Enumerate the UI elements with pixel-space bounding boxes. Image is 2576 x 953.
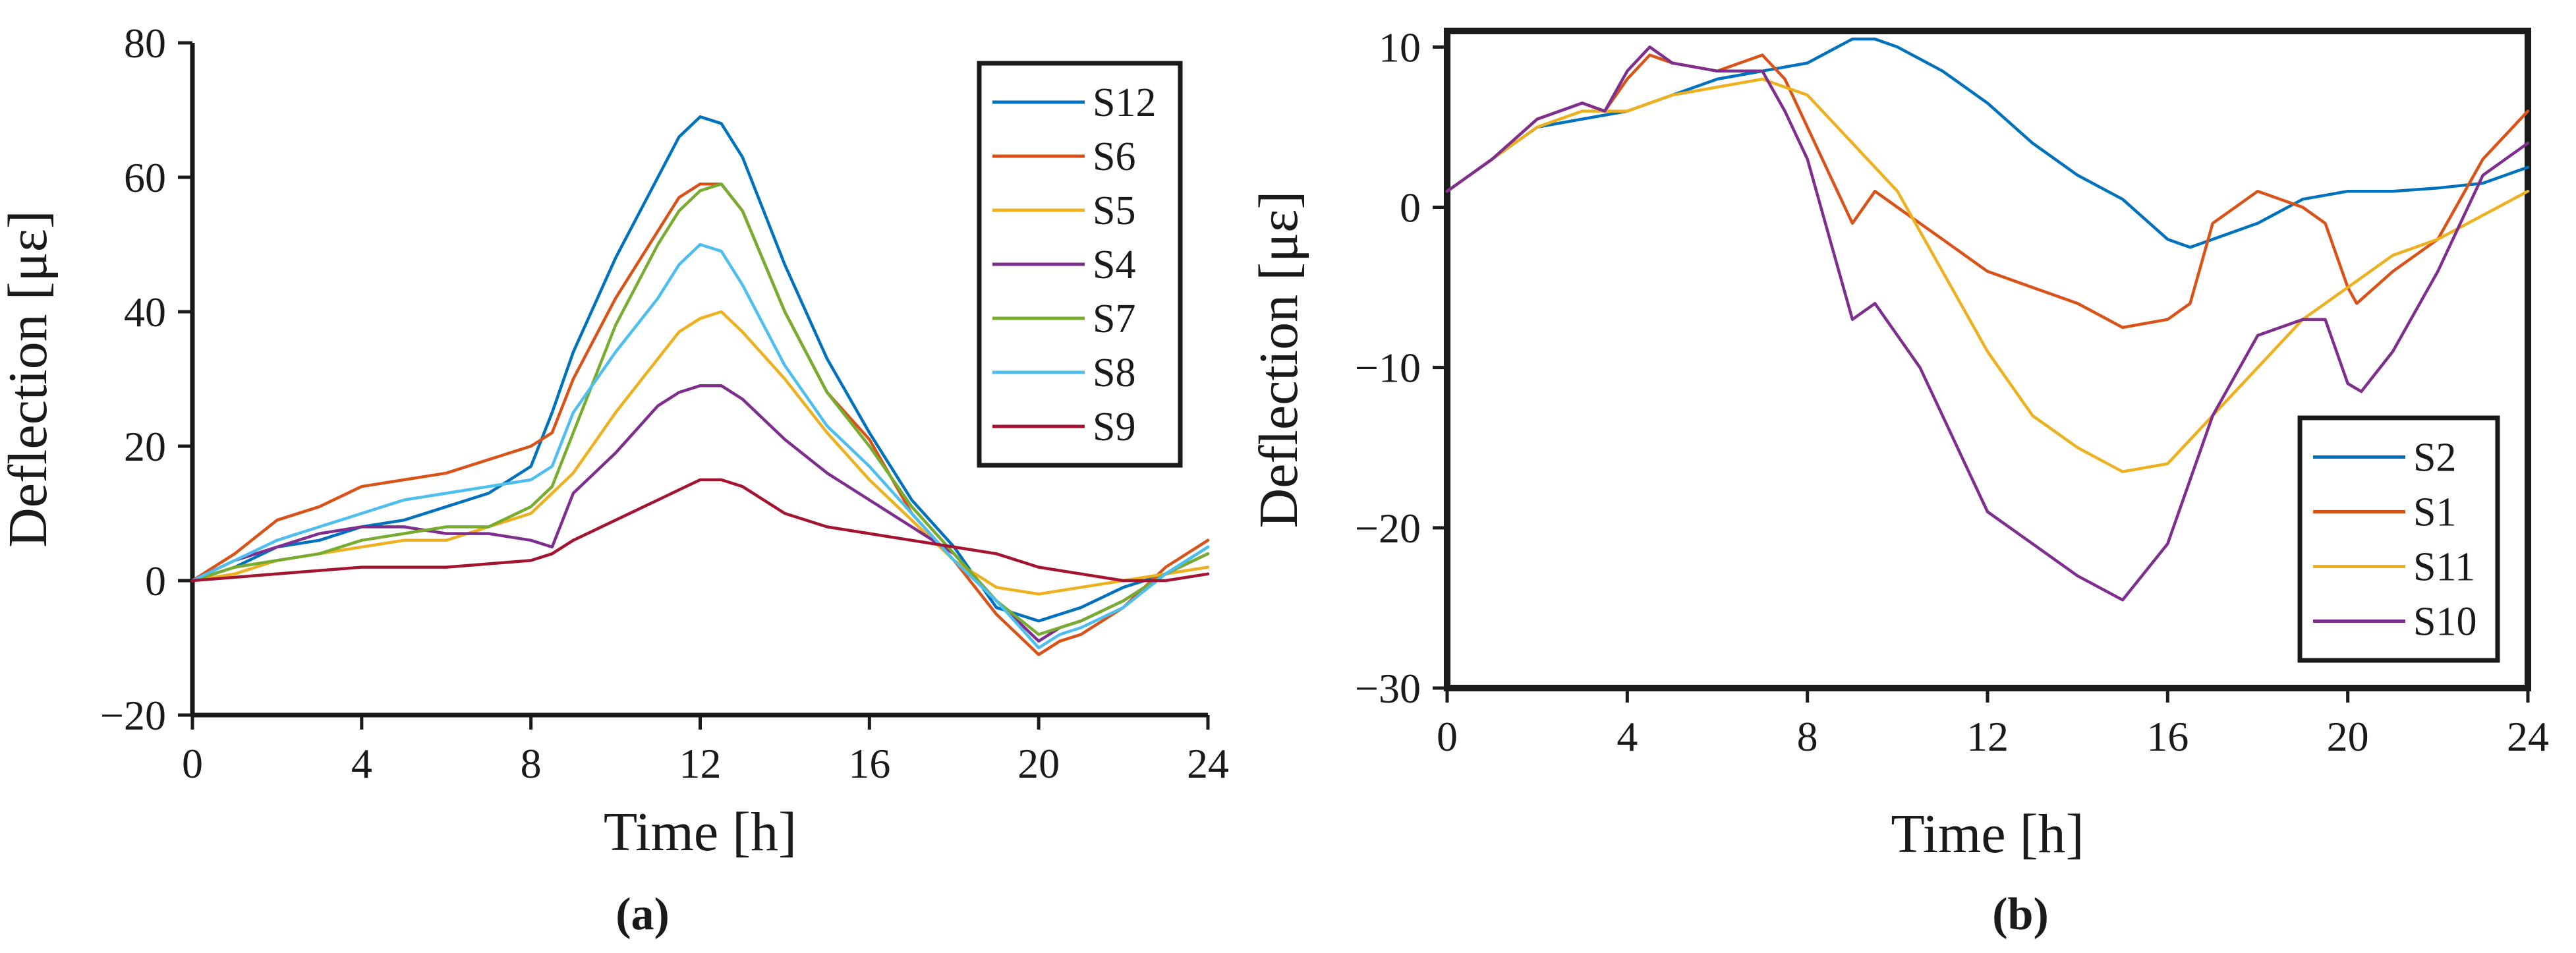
legend-label-s8: S8 — [1093, 351, 1135, 395]
series-line-s11 — [1445, 77, 2530, 473]
chart-panel-a: 0 4 8 12 16 20 24 −20 0 20 40 60 80 Time [h] Deflectio… — [0, 20, 1229, 940]
series-line-s1 — [1445, 53, 2530, 330]
x-tick-label: 24 — [2507, 713, 2549, 760]
legend-label-s11: S11 — [2413, 545, 2475, 590]
x-axis-title: Time [h] — [604, 801, 797, 863]
y-tick-label: −30 — [1355, 665, 1421, 712]
series-line-s4 — [190, 384, 1210, 643]
x-tick-label: 12 — [679, 740, 722, 787]
y-tick-label: 20 — [124, 423, 166, 470]
series-line-s7 — [190, 182, 1210, 636]
series-line-s6 — [190, 182, 1210, 656]
y-axis-title: Deflection [με] — [0, 210, 59, 548]
legend-label-s4: S4 — [1093, 243, 1135, 287]
legend-label-s2: S2 — [2413, 436, 2456, 480]
y-tick-label: −20 — [1355, 505, 1421, 552]
x-tick-label: 8 — [521, 740, 542, 787]
x-tick-label: 20 — [1017, 740, 1060, 787]
legend-label-s5: S5 — [1093, 188, 1135, 233]
x-tick-label: 8 — [1797, 713, 1818, 760]
legend-label-s9: S9 — [1093, 405, 1135, 449]
x-tick-label: 20 — [2327, 713, 2369, 760]
panel-label: (a) — [615, 889, 670, 940]
x-tick-label: 16 — [2146, 713, 2189, 760]
x-tick-label: 4 — [1617, 713, 1638, 760]
series-line-s8 — [190, 243, 1210, 650]
series-line-s2 — [1445, 37, 2530, 249]
x-tick-label: 0 — [182, 740, 203, 787]
legend-label-s1: S1 — [2413, 490, 2456, 535]
y-axis-title: Deflection [με] — [1248, 191, 1309, 529]
x-tick-label: 16 — [848, 740, 890, 787]
chart-panel-b: 0 4 8 12 16 20 24 −30 −20 −10 0 10 Time [h] Deflectio… — [1248, 24, 2549, 940]
x-tick-label: 4 — [351, 740, 372, 787]
legend-label-s12: S12 — [1093, 80, 1156, 125]
y-tick-label: 0 — [1400, 184, 1421, 231]
x-tick-label: 0 — [1437, 713, 1458, 760]
y-tick-label: −20 — [100, 692, 166, 739]
y-tick-label: 0 — [145, 558, 166, 604]
legend-label-s10: S10 — [2413, 600, 2476, 645]
y-tick-label: 40 — [124, 289, 166, 335]
y-tick-label: −10 — [1355, 345, 1421, 391]
series-line-s12 — [190, 115, 1210, 623]
x-axis-title: Time [h] — [1891, 803, 2084, 865]
x-tick-label: 24 — [1187, 740, 1229, 787]
legend-label-s7: S7 — [1093, 297, 1135, 341]
x-tick-label: 12 — [1966, 713, 2009, 760]
series-line-s5 — [190, 310, 1210, 596]
y-tick-label: 80 — [124, 20, 166, 67]
y-tick-label: 10 — [1379, 24, 1421, 71]
series-line-s10 — [1445, 45, 2530, 602]
legend-label-s6: S6 — [1093, 134, 1135, 179]
panel-label: (b) — [1992, 889, 2049, 940]
series-line-s9 — [190, 478, 1210, 583]
y-tick-label: 60 — [124, 154, 166, 201]
